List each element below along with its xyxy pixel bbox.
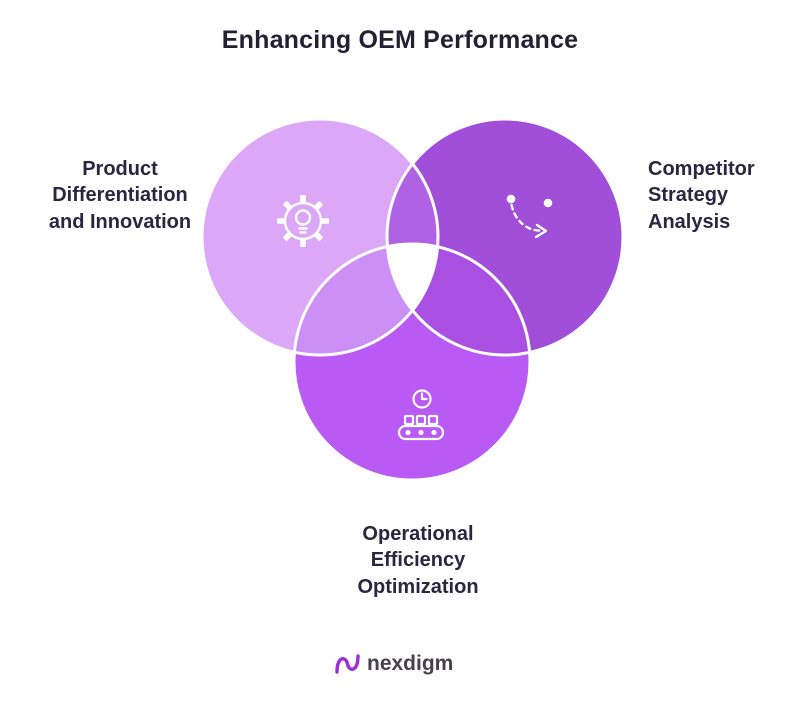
page-title: Enhancing OEM Performance	[221, 26, 579, 54]
venn-overlap-right-bottom	[387, 244, 530, 355]
label-line: Operational	[362, 523, 474, 545]
nexdigm-logo: nexdigm	[335, 652, 453, 675]
label-product-differentiation: Product Differentiation and Innovation	[22, 156, 218, 235]
label-line: Differentiation	[52, 184, 188, 207]
label-line: Analysis	[648, 210, 731, 233]
label-line: Competitor	[648, 158, 755, 180]
venn-overlap-left-bottom	[294, 244, 438, 355]
nexdigm-logo-text: nexdigm	[367, 652, 453, 675]
gear-lightbulb-icon	[277, 195, 329, 247]
label-line: Strategy	[648, 184, 729, 207]
label-line: Efficiency	[370, 549, 466, 572]
nexdigm-logo-mark	[335, 654, 360, 674]
gear-teeth	[277, 195, 329, 247]
conveyor-clock-icon	[397, 389, 445, 441]
label-line: Optimization	[357, 575, 479, 598]
label-line: Product	[82, 158, 158, 180]
label-competitor-strategy: Competitor Strategy Analysis	[648, 156, 798, 235]
venn-outlines	[200, 117, 625, 482]
label-line: and Innovation	[48, 210, 192, 233]
label-operational-efficiency: Operational Efficiency Optimization	[292, 521, 544, 600]
strategy-curve-icon	[506, 194, 553, 239]
